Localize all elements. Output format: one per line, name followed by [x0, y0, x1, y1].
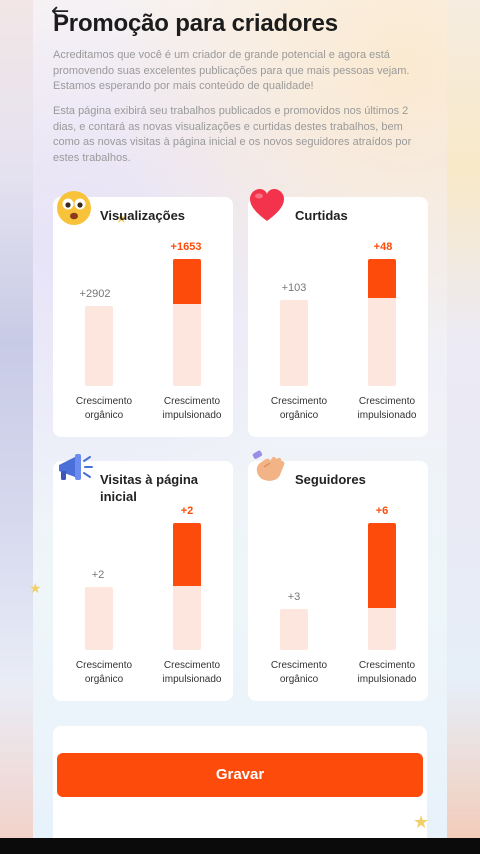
description-paragraph-2: Esta página exibirá seu trabalhos public… — [53, 105, 412, 164]
background-right — [447, 0, 480, 854]
card-title: Visualizações — [100, 208, 186, 223]
boosted-value: +1653 — [170, 241, 202, 253]
organic-bar — [280, 609, 308, 650]
boosted-bar-increment — [173, 259, 201, 304]
boosted-label: Crescimento impulsionado — [162, 396, 222, 421]
card-title: Curtidas — [295, 208, 348, 223]
waving-hand-icon — [252, 450, 285, 481]
bar-chart: +2 +2 — [53, 461, 233, 701]
boosted-bar-increment — [368, 523, 396, 608]
bar-chart: +2902 +1653 — [53, 197, 233, 437]
star-icon: ★ — [413, 812, 430, 833]
boosted-label: Crescimento impulsionado — [357, 660, 417, 685]
page-title: Promoção para criadores — [53, 10, 338, 37]
boosted-value: +2 — [180, 505, 194, 517]
heart-icon — [250, 189, 284, 221]
organic-value: +103 — [281, 282, 307, 294]
card-title: Seguidores — [295, 472, 366, 487]
organic-bar — [85, 587, 113, 650]
card-title: Visitas à página inicial — [100, 472, 199, 504]
organic-value: +2 — [91, 569, 105, 581]
megaphone-icon — [59, 454, 93, 480]
boosted-value: +48 — [373, 241, 393, 253]
card-seguidores: Seguidores +3 +6 Crescimento orgânico Cr… — [248, 450, 428, 701]
boosted-bar-increment — [173, 523, 201, 586]
save-button[interactable]: Gravar — [57, 753, 423, 797]
bar-chart: +103 +48 — [248, 197, 428, 437]
boosted-bar-increment — [368, 259, 396, 298]
card-visitas: Visitas à página inicial +2 +2 Crescimen… — [53, 454, 233, 701]
organic-label: Crescimento orgânico — [75, 396, 133, 421]
card-visualizacoes: ★ Visualizações +2902 +1653 Crescimento … — [53, 191, 233, 437]
boosted-label: Crescimento impulsionado — [162, 660, 222, 685]
system-navigation-bar — [0, 838, 480, 854]
organic-bar — [85, 306, 113, 386]
organic-bar — [280, 300, 308, 386]
bar-chart: +3 +6 — [248, 461, 428, 701]
back-arrow-icon[interactable]: ← — [51, 0, 70, 24]
boosted-label: Crescimento impulsionado — [357, 396, 417, 421]
app-frame: ← Promoção para criadores Acreditamos qu… — [33, 0, 447, 838]
organic-value: +3 — [287, 591, 301, 603]
background-left — [0, 0, 33, 854]
organic-value: +2902 — [79, 288, 111, 300]
organic-label: Crescimento orgânico — [75, 660, 133, 685]
surprised-face-icon — [57, 191, 91, 225]
star-icon: ★ — [29, 581, 42, 597]
card-curtidas: Curtidas +103 +48 Crescimento orgânico C… — [248, 189, 428, 437]
organic-label: Crescimento orgânico — [270, 396, 328, 421]
organic-label: Crescimento orgânico — [270, 660, 328, 685]
boosted-value: +6 — [375, 505, 389, 517]
description-paragraph-1: Acreditamos que você é um criador de gra… — [53, 49, 410, 92]
sparkle-star-icon: ★ — [115, 211, 128, 227]
